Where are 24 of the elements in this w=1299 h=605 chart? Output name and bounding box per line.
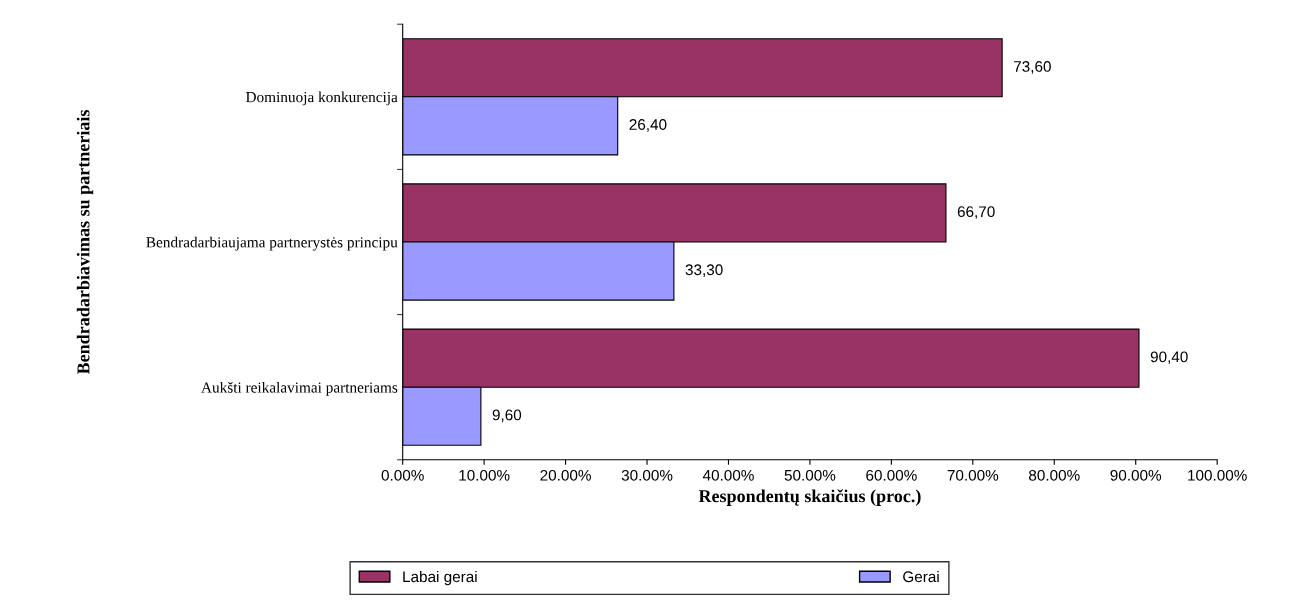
- x-tick-label: 40.00%: [702, 469, 754, 481]
- x-tick-label: 20.00%: [540, 469, 591, 481]
- data-label: 26,40: [629, 119, 667, 132]
- x-tick-label: 90.00%: [1110, 469, 1162, 481]
- x-tick-label: 70.00%: [947, 469, 999, 481]
- data-label: 9,60: [492, 409, 522, 423]
- x-tick-label: 50.00%: [784, 469, 836, 481]
- data-label: 90,40: [1150, 351, 1188, 365]
- data-label: 66,70: [957, 206, 995, 219]
- legend-label: Gerai: [903, 570, 939, 583]
- y-tick-label: Aukšti reikalavimai partneriams: [201, 381, 398, 396]
- legend-label: Labai gerai: [403, 570, 477, 586]
- x-tick-label: 80.00%: [1029, 469, 1080, 481]
- y-axis-title: Bendradarbiavimas su partneriais: [76, 110, 94, 375]
- x-tick-label: 10.00%: [459, 469, 510, 481]
- y-tick-label: Dominuoja konkurencija: [245, 91, 398, 106]
- x-tick-label: 0.00%: [381, 469, 424, 481]
- y-tick-label: Bendradarbiaujama partnerystės principu: [146, 236, 398, 251]
- x-tick-label: 30.00%: [621, 469, 673, 481]
- x-axis-title: Respondentų skaičius (proc.): [698, 489, 921, 506]
- data-label: 73,60: [1014, 61, 1051, 74]
- x-tick-label: 60.00%: [866, 469, 917, 481]
- x-tick-label: 100.00%: [1188, 469, 1247, 481]
- data-label: 33,30: [685, 264, 723, 277]
